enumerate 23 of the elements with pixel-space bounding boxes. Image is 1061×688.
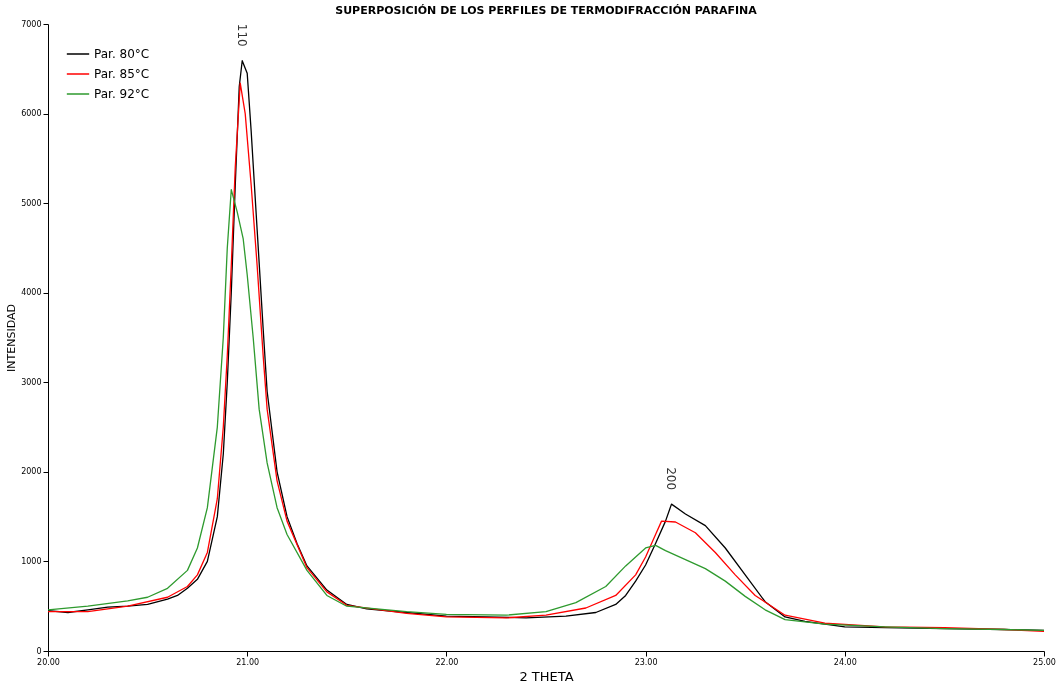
y-tick-label: 6000 — [21, 109, 42, 119]
y-tick-label: 5000 — [21, 198, 42, 208]
y-tick-label: 7000 — [21, 19, 42, 29]
x-tick-label: 20.00 — [37, 657, 60, 667]
y-tick-label: 3000 — [21, 377, 42, 387]
x-tick-label: 23.00 — [634, 657, 658, 667]
x-tick-label: 24.00 — [833, 657, 857, 667]
x-tick-label: 22.00 — [435, 657, 459, 667]
annotation: 110 — [235, 23, 250, 47]
chart-title: SUPERPOSICIÓN DE LOS PERFILES DE TERMODIFRACCIÓN PARAFINA — [335, 4, 758, 17]
legend-label: Par. 80°C — [94, 47, 150, 61]
x-axis-title: 2 THETA — [519, 668, 574, 684]
y-tick-label: 1000 — [21, 556, 42, 566]
legend-label: Par. 92°C — [94, 87, 150, 101]
y-tick-label: 2000 — [21, 467, 42, 477]
line-series — [47, 189, 1045, 632]
annotation: 200 — [664, 467, 679, 491]
x-tick-label: 21.00 — [236, 657, 260, 667]
y-tick-label: 4000 — [21, 288, 42, 298]
y-tick-label: 0 — [36, 646, 42, 656]
x-tick-label: 25.00 — [1033, 657, 1056, 667]
y-axis-title: INTENSIDAD — [5, 304, 19, 372]
legend-label: Par. 85°C — [94, 67, 150, 81]
